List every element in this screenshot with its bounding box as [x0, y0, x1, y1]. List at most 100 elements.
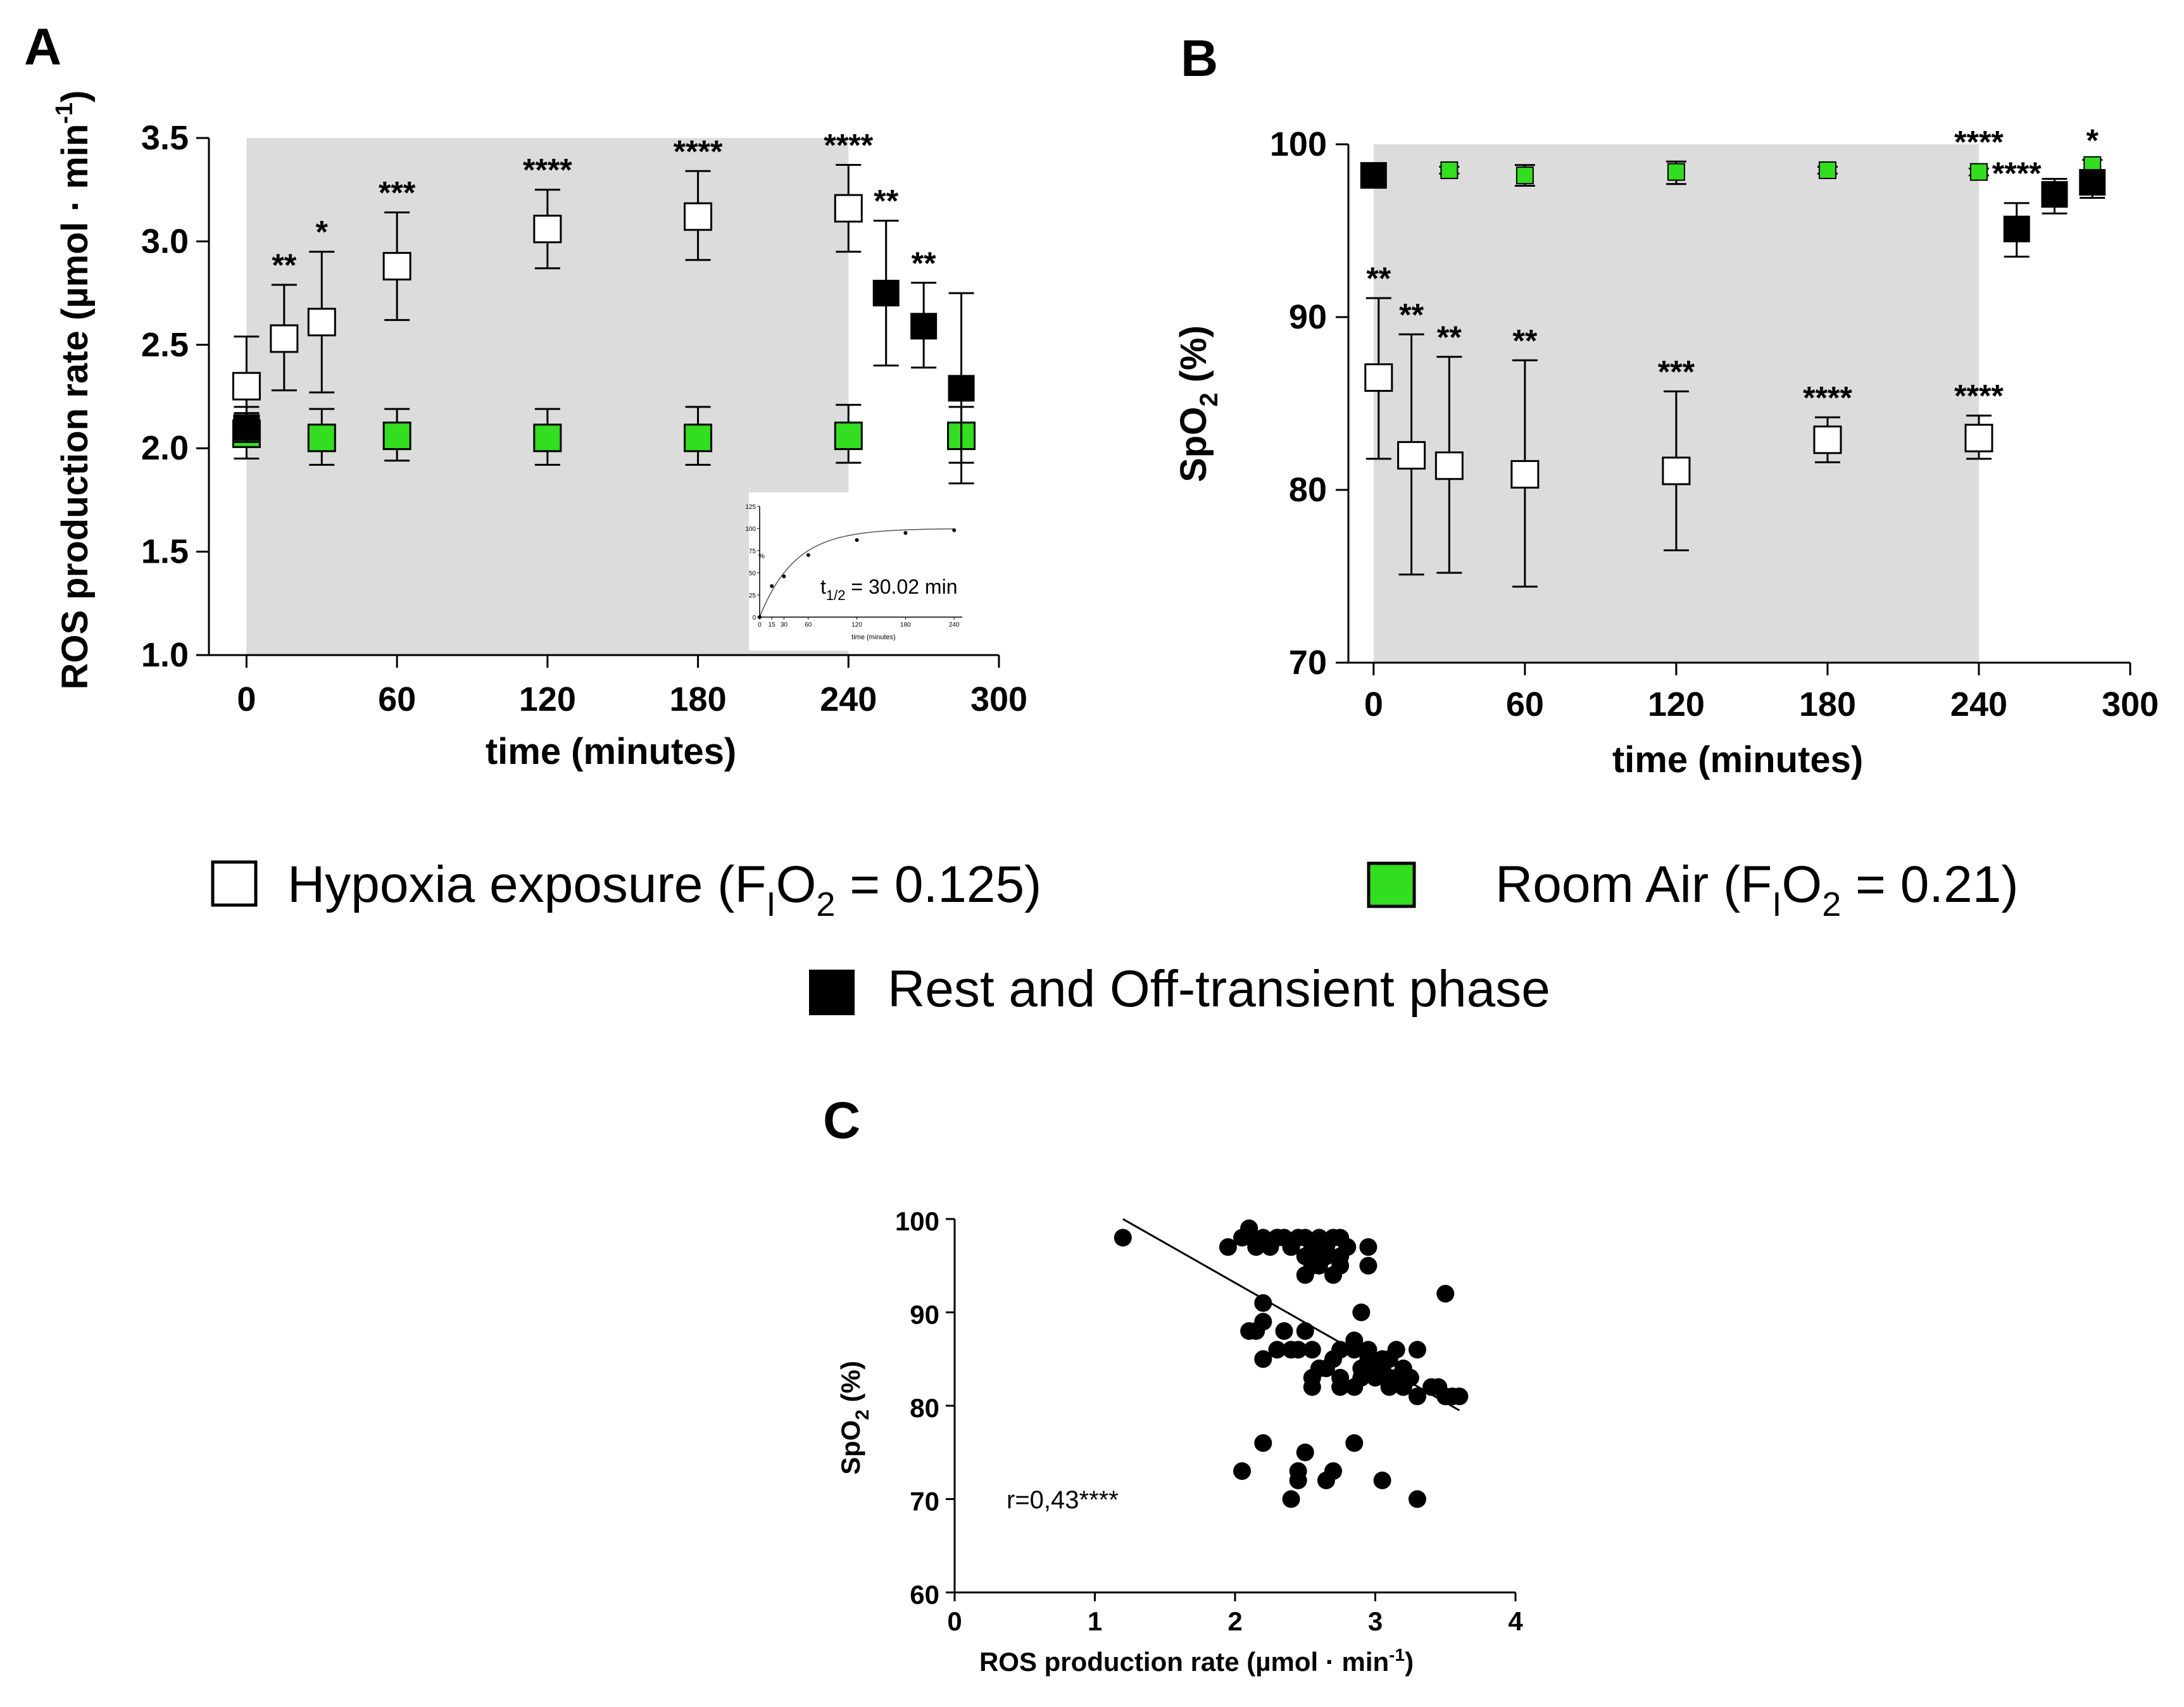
- inset-y-tick-label: 125: [745, 504, 756, 511]
- hypoxia-marker: [1397, 441, 1426, 470]
- inset-point: [770, 584, 774, 588]
- room-air-marker: [1440, 161, 1459, 179]
- scatter-point: [1380, 1350, 1398, 1368]
- rest-marker: [2003, 215, 2030, 242]
- room-air-marker: [1818, 161, 1836, 179]
- significance-label: ****: [1992, 156, 2042, 191]
- room-air-marker: [307, 423, 336, 453]
- scatter-point: [1254, 1434, 1272, 1452]
- scatter-point: [1373, 1472, 1391, 1489]
- rest-marker: [2041, 181, 2068, 208]
- scatter-point: [1268, 1341, 1286, 1359]
- room-air-marker: [1667, 163, 1685, 181]
- x-tick-label: 60: [1506, 685, 1544, 723]
- scatter-point: [1275, 1322, 1293, 1340]
- legend-item-rest: Rest and Off-transient phase: [809, 960, 1550, 1018]
- y-tick-label: 2.5: [141, 326, 189, 364]
- panel-a-data: ****************** ****: [232, 127, 976, 485]
- rest-marker: [2079, 169, 2106, 196]
- rest-marker: [910, 313, 938, 340]
- y-tick-label: 90: [910, 1300, 939, 1330]
- scatter-point: [1408, 1387, 1426, 1406]
- significance-label: ****: [1954, 124, 2004, 159]
- legend-label-hypoxia: Hypoxia exposure (FIO2 = 0.125): [287, 856, 1041, 923]
- y-tick-label: 2.0: [141, 429, 189, 467]
- inset-point: [806, 553, 810, 557]
- scatter-point: [1345, 1341, 1364, 1359]
- x-tick-label: 1: [1088, 1606, 1102, 1636]
- significance-label: ****: [523, 153, 572, 188]
- inset-point: [952, 528, 957, 532]
- inset-point: [782, 574, 786, 578]
- inset-fit-curve: [759, 528, 955, 618]
- inset-x-tick-label: 240: [949, 622, 960, 628]
- significance-label: **: [912, 246, 936, 281]
- significance-label: ****: [674, 134, 723, 169]
- y-tick-label: 1.0: [141, 636, 189, 674]
- panel-a: A 0 15 30 60 120 180 240 0 25 50 75 100 125 t1/2 = 3…: [24, 18, 1027, 772]
- inset-x-tick-label: 60: [805, 622, 812, 628]
- x-tick-label: 0: [1364, 685, 1383, 723]
- rest-marker: [872, 280, 900, 307]
- legend-label-room-air: Room Air (FIO2 = 0.21): [1495, 856, 2019, 923]
- scatter-point: [1254, 1294, 1272, 1312]
- panel-a-x-title: time (minutes): [486, 731, 736, 772]
- x-tick-label: 2: [1227, 1606, 1242, 1636]
- y-tick-label: 100: [895, 1206, 939, 1236]
- inset-y-label: %: [758, 553, 765, 560]
- significance-label: ***: [379, 175, 416, 211]
- hypoxia-marker: [1434, 451, 1464, 480]
- inset-y-tick-label: 100: [745, 526, 756, 533]
- x-tick-label: 3: [1368, 1606, 1383, 1636]
- x-tick-label: 120: [519, 680, 576, 718]
- inset-point: [903, 531, 908, 535]
- scatter-point: [1296, 1266, 1314, 1284]
- scatter-point: [1254, 1350, 1272, 1368]
- scatter-point: [1408, 1341, 1426, 1359]
- scatter-point: [1359, 1256, 1378, 1275]
- scatter-point: [1324, 1462, 1343, 1480]
- scatter-point: [1219, 1238, 1237, 1256]
- y-tick-label: 60: [910, 1580, 939, 1610]
- scatter-point: [1338, 1238, 1357, 1256]
- inset-point: [855, 538, 859, 542]
- hypoxia-marker: [834, 194, 863, 223]
- y-tick-label: 80: [1289, 471, 1327, 509]
- rest-marker: [948, 375, 975, 402]
- x-tick-label: 300: [2102, 685, 2159, 723]
- significance-label: **: [1437, 320, 1462, 355]
- panel-a-label: A: [24, 18, 61, 76]
- x-tick-label: 4: [1508, 1606, 1523, 1636]
- x-tick-label: 0: [947, 1606, 962, 1636]
- panel-a-inset: 0 15 30 60 120 180 240 0 25 50 75 100 125 t1/2 = 30.…: [745, 492, 1000, 651]
- scatter-point: [1422, 1378, 1441, 1396]
- panel-c-axes: 0 1 2 3 4 60 70 80 90 100: [895, 1206, 1523, 1636]
- y-tick-label: 3.5: [141, 119, 189, 157]
- room-air-marker: [1516, 166, 1534, 185]
- scatter-point: [1254, 1229, 1272, 1247]
- inset-x-label: time (minutes): [851, 634, 896, 641]
- significance-label: *: [2087, 123, 2099, 158]
- scatter-point: [1352, 1303, 1371, 1322]
- scatter-point: [1345, 1378, 1364, 1396]
- hypoxia-marker: [1964, 423, 1993, 453]
- legend-swatch-hypoxia: [211, 860, 258, 907]
- inset-y-tick-label: 0: [752, 615, 756, 622]
- scatter-point: [1282, 1341, 1300, 1359]
- scatter-point: [1282, 1490, 1300, 1508]
- hypoxia-marker: [270, 324, 299, 353]
- scatter-point: [1366, 1360, 1384, 1377]
- rest-marker: [1360, 162, 1387, 189]
- y-tick-label: 80: [910, 1393, 939, 1423]
- x-tick-label: 0: [237, 680, 256, 718]
- y-tick-label: 3.0: [141, 222, 189, 260]
- hypoxia-marker: [533, 215, 562, 244]
- room-air-marker: [684, 423, 713, 453]
- inset-background: [749, 492, 1000, 651]
- scatter-point: [1289, 1472, 1307, 1489]
- scatter-point: [1450, 1387, 1469, 1406]
- hypoxia-marker: [382, 252, 411, 281]
- scatter-point: [1345, 1434, 1364, 1452]
- scatter-point: [1240, 1219, 1258, 1237]
- legend-swatch-rest: [809, 970, 855, 1015]
